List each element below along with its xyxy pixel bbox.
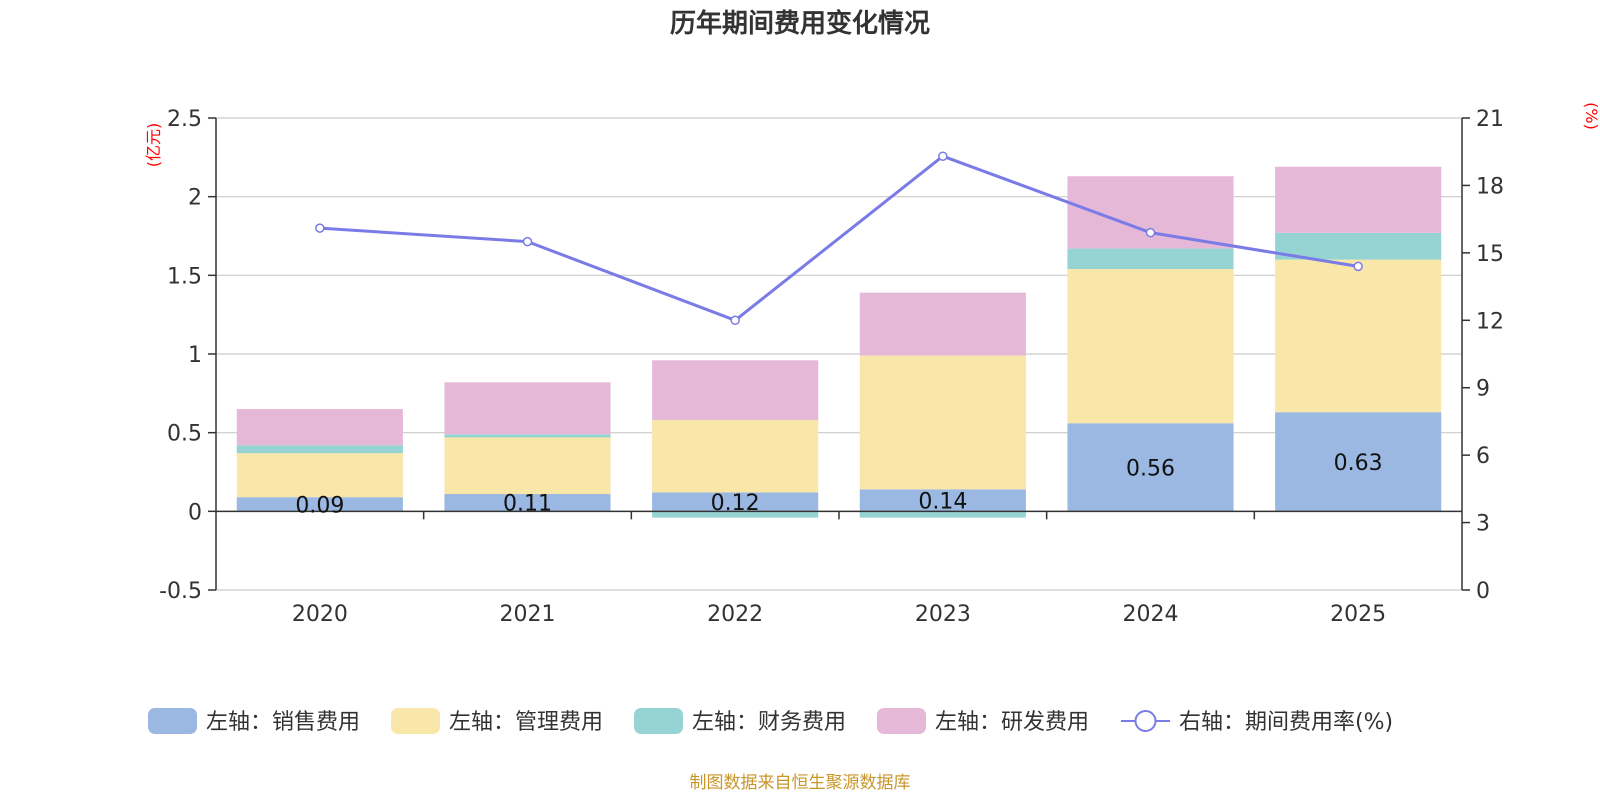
legend-label: 左轴：财务费用 (692, 710, 846, 735)
bar-2025-s3 (1275, 166, 1442, 233)
rate-line (315, 151, 1363, 326)
legend-line-marker (1134, 710, 1157, 732)
x-tick-label: 2021 (500, 602, 556, 627)
bar-2025-s2 (1275, 232, 1442, 260)
bar-2025-s0 (1275, 412, 1442, 512)
bar-value-label: 0.56 (1126, 456, 1175, 481)
right-axis-unit: (%) (1582, 102, 1600, 130)
axes: -0.5 0 0.5 1 1.5 2 2.5 0 3 6 9 12 15 18 21 2020 2021 2022… (159, 107, 1504, 627)
bar-2021-s0 (444, 494, 611, 512)
rate-line-point (1145, 227, 1156, 238)
right-tick-label: 3 (1476, 512, 1490, 537)
legend-label: 左轴：管理费用 (449, 710, 603, 735)
legend-label: 左轴：研发费用 (935, 710, 1089, 735)
right-tick-label: 21 (1476, 107, 1504, 132)
bar-2024-s0 (1067, 423, 1234, 512)
bar-2023-s3 (859, 292, 1026, 356)
x-tick-label: 2022 (707, 602, 763, 627)
legend-swatch (634, 708, 683, 734)
source-footer: 制图数据来自恒生聚源数据库 (690, 773, 911, 793)
bar-labels: 0.09 0.11 0.12 0.14 0.56 0.63 (295, 451, 1382, 518)
right-tick-label: 0 (1476, 579, 1490, 604)
bar-2023-s1 (859, 355, 1026, 490)
bar-2023-s2 (859, 511, 1026, 518)
bar-2024-s2 (1067, 248, 1234, 270)
x-tick-label: 2020 (292, 602, 348, 627)
legend-swatch (877, 708, 926, 734)
bar-2020-s0 (236, 497, 403, 512)
bar-value-label: 0.14 (918, 489, 967, 514)
x-tick-label: 2023 (915, 602, 971, 627)
bar-value-label: 0.63 (1334, 451, 1383, 476)
rate-line-path (319, 154, 1359, 322)
rate-line-point (522, 236, 533, 247)
left-tick-label: 0 (188, 500, 202, 525)
rate-line-point (315, 223, 325, 233)
bar-2022-s1 (652, 420, 819, 493)
bar-2022-s0 (652, 492, 819, 512)
bar-value-label: 0.11 (503, 492, 552, 517)
left-tick-label: -0.5 (159, 579, 202, 604)
bar-2020-s1 (236, 453, 403, 498)
right-tick-label: 9 (1476, 377, 1490, 402)
bar-2022-s3 (652, 360, 819, 421)
bar-2022-s2 (652, 511, 819, 518)
gridlines (216, 117, 1462, 591)
left-tick-label: 1 (188, 343, 202, 368)
right-tick-label: 15 (1476, 242, 1504, 267)
left-tick-label: 0.5 (167, 422, 202, 447)
bar-value-label: 0.09 (295, 493, 344, 518)
left-tick-label: 1.5 (167, 264, 202, 289)
bar-2025-s1 (1275, 259, 1442, 413)
legend: 左轴：销售费用 左轴：管理费用 左轴：财务费用 左轴：研发费用 右轴：期间费用率(%) (148, 708, 1393, 735)
right-tick-label: 12 (1476, 309, 1504, 334)
bar-value-label: 0.12 (711, 491, 760, 516)
right-tick-label: 18 (1476, 174, 1504, 199)
left-axis-unit: (亿元) (144, 123, 163, 168)
bar-2021-s1 (444, 437, 611, 495)
legend-label: 右轴：期间费用率(%) (1179, 710, 1393, 735)
bar-2021-s3 (444, 382, 611, 435)
bar-2024-s1 (1067, 269, 1234, 424)
legend-swatch (391, 708, 440, 734)
legend-label: 左轴：销售费用 (206, 710, 360, 735)
chart-title: 历年期间费用变化情况 (670, 8, 930, 39)
rate-line-point (938, 151, 948, 161)
bar-series (236, 166, 1442, 518)
bar-2020-s2 (236, 445, 403, 454)
bar-2020-s3 (236, 409, 403, 446)
bar-2023-s0 (859, 489, 1026, 512)
left-tick-label: 2 (188, 186, 202, 211)
x-tick-label: 2025 (1330, 602, 1386, 627)
bar-2021-s2 (444, 434, 611, 438)
left-tick-label: 2.5 (167, 107, 202, 132)
rate-line-point (1353, 261, 1363, 272)
legend-swatch (148, 708, 197, 734)
right-tick-label: 6 (1476, 444, 1490, 469)
rate-line-point (730, 315, 740, 326)
x-tick-label: 2024 (1123, 602, 1179, 627)
